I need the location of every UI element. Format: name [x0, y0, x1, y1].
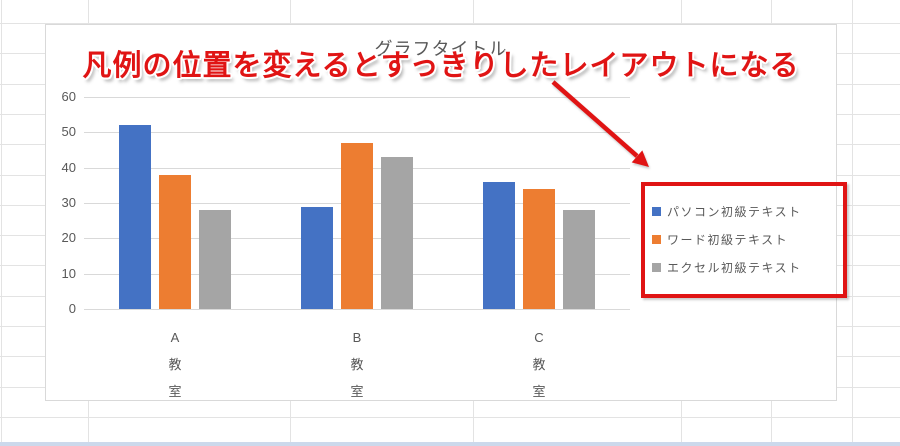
y-axis-tick-label: 50 [61, 124, 76, 139]
y-axis-tick-label: 20 [61, 230, 76, 245]
y-axis-tick-label: 40 [61, 160, 76, 175]
chart-title[interactable]: グラフタイトル [374, 39, 508, 59]
grid-line [1, 0, 2, 446]
plot-area: 0 10 20 30 40 50 60 A 教 室 B 教 室 C 教 室 [46, 25, 838, 402]
chart-gridline [84, 97, 630, 98]
chart-area[interactable]: グラフタイトル 0 10 20 30 40 50 60 A 教 室 B 教 室 C 教 室 パソコ… [45, 24, 837, 401]
chart-bar[interactable] [523, 189, 555, 309]
legend-swatch-icon [652, 206, 661, 216]
chart-bar[interactable] [563, 210, 595, 309]
chart-bar[interactable] [341, 143, 373, 309]
chart-gridline [84, 132, 630, 133]
legend-swatch-icon [652, 262, 661, 272]
y-axis-tick-label: 30 [61, 195, 76, 210]
chart-bar[interactable] [199, 210, 231, 309]
chart-legend[interactable]: パソコン初級テキスト ワード初級テキスト エクセル初級テキスト [652, 197, 802, 281]
x-axis-category-label: B 教 室 [350, 330, 364, 399]
legend-item[interactable]: パソコン初級テキスト [652, 197, 802, 225]
legend-item[interactable]: ワード初級テキスト [652, 225, 802, 253]
chart-bar[interactable] [381, 157, 413, 309]
x-axis-category-label: C 教 室 [532, 330, 546, 399]
chart-bar[interactable] [301, 207, 333, 309]
legend-item-label: エクセル初級テキスト [667, 260, 802, 275]
grid-line [0, 417, 900, 418]
annotation-text[interactable]: 凡例の位置を変えるとすっきりしたレイアウトになる [82, 50, 800, 82]
chart-gridline [84, 309, 630, 310]
legend-item-label: ワード初級テキスト [667, 232, 789, 247]
chart-bar[interactable] [483, 182, 515, 309]
y-axis-tick-label: 10 [61, 266, 76, 281]
x-axis-category-label: A 教 室 [168, 330, 182, 399]
legend-highlight-box[interactable] [641, 182, 847, 298]
y-axis-tick-label: 60 [61, 89, 76, 104]
chart-bar[interactable] [159, 175, 191, 309]
legend-item[interactable]: エクセル初級テキスト [652, 253, 802, 281]
grid-line [852, 0, 853, 446]
row-highlight-strip [0, 442, 900, 446]
grid-line [0, 23, 900, 24]
legend-item-label: パソコン初級テキスト [667, 204, 802, 219]
y-axis-tick-label: 0 [68, 301, 76, 316]
legend-swatch-icon [652, 234, 661, 244]
chart-bar[interactable] [119, 125, 151, 309]
